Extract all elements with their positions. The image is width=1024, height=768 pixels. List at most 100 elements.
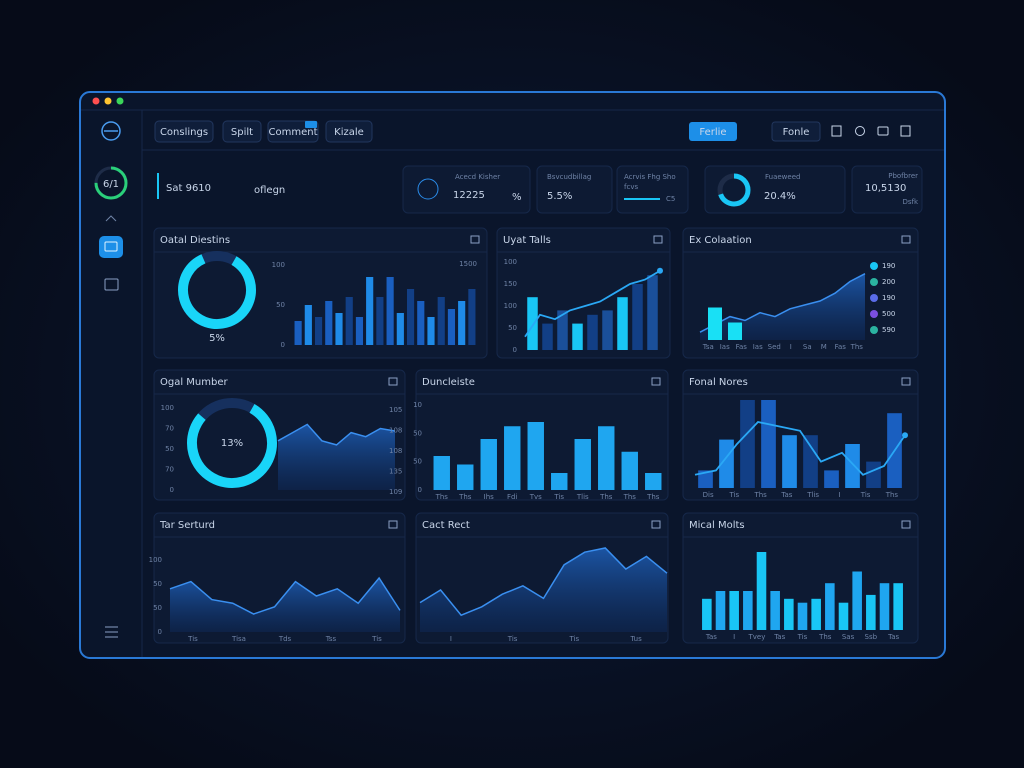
legend-label: 190 — [882, 294, 895, 302]
primary-button-label[interactable]: Ferlie — [699, 127, 726, 138]
panel-menu[interactable] — [651, 520, 661, 529]
line-end — [657, 267, 663, 274]
y-axis-label: 0 — [170, 486, 174, 494]
x-axis-label: Tis — [553, 493, 564, 501]
bar — [632, 284, 643, 350]
x-axis-label: Sed — [768, 343, 781, 351]
panel-menu[interactable] — [388, 377, 398, 386]
tab-label[interactable]: Comment — [269, 127, 318, 138]
max-dot[interactable] — [116, 97, 124, 105]
bar — [715, 591, 726, 630]
bar — [458, 301, 466, 345]
panel — [682, 369, 919, 501]
panel-menu[interactable] — [653, 235, 663, 244]
bar — [756, 552, 767, 630]
kpi-label: Fuaeweed — [765, 173, 800, 181]
x-axis-label: Sa — [803, 343, 812, 351]
icon[interactable] — [831, 125, 842, 137]
y-axis-label: 50 — [413, 429, 422, 437]
primary-button[interactable] — [689, 122, 737, 141]
bar — [784, 598, 794, 630]
legend-label: 200 — [882, 278, 895, 286]
panel-menu[interactable] — [901, 377, 911, 386]
tab[interactable] — [222, 120, 262, 143]
tab-label[interactable]: Conslings — [160, 127, 208, 138]
x-axis-label: Ias — [753, 343, 763, 351]
line — [524, 270, 661, 338]
bar — [557, 310, 568, 350]
bar — [761, 400, 776, 488]
x-axis-label: Tis — [371, 635, 382, 643]
bar — [437, 297, 445, 345]
area — [278, 424, 395, 490]
bar — [335, 313, 343, 345]
kpi-value: 12225 — [453, 190, 485, 201]
icon[interactable] — [855, 126, 865, 136]
x-axis-label: Tlis — [576, 493, 589, 501]
bar — [314, 317, 323, 345]
legend-label: 590 — [882, 326, 895, 334]
y-axis-label: 100 — [504, 258, 517, 266]
x-axis-label: Tds — [278, 635, 292, 643]
bar — [396, 313, 404, 345]
bar — [879, 583, 890, 630]
bar — [551, 473, 568, 490]
logo[interactable] — [101, 121, 121, 141]
bar — [542, 323, 553, 350]
kpi-value: C5 — [666, 195, 675, 203]
bar — [698, 470, 713, 488]
nav-active[interactable] — [99, 236, 123, 258]
bar — [447, 309, 456, 345]
kpi-label: Bsvcudbillag — [547, 173, 591, 181]
x-axis-label: Tsa — [702, 343, 714, 351]
bar — [325, 301, 333, 345]
y-axis-label: 0 — [158, 628, 162, 636]
close-dot[interactable] — [92, 97, 100, 105]
x-axis-label: Tisa — [231, 635, 246, 643]
bar — [845, 444, 860, 488]
nav-icon[interactable] — [104, 278, 119, 291]
x-axis-label: Ias — [720, 343, 730, 351]
x-axis-label: Ths — [599, 493, 613, 501]
kpi-label: Acrvis Fhg Sho — [624, 173, 676, 181]
bar — [811, 598, 821, 630]
panel-menu[interactable] — [901, 520, 911, 529]
tab-label[interactable]: Kizale — [334, 127, 364, 138]
panel-menu[interactable] — [651, 377, 661, 386]
collapse-icon[interactable] — [105, 215, 117, 222]
min-dot[interactable] — [104, 97, 112, 105]
bar — [621, 451, 638, 490]
bar — [527, 297, 538, 350]
bar — [708, 307, 722, 340]
bar — [468, 289, 476, 345]
bar — [825, 583, 835, 630]
panel-menu[interactable] — [470, 235, 480, 244]
y-axis-label: 50 — [153, 580, 162, 588]
nav-icon — [104, 241, 118, 252]
x-axis-label: Tis — [187, 635, 198, 643]
icon[interactable] — [900, 125, 911, 137]
panel-menu[interactable] — [901, 235, 911, 244]
icon[interactable] — [877, 126, 889, 136]
y-axis-label: 50 — [276, 301, 285, 309]
y-axis-label-right: 135 — [389, 468, 402, 476]
line-end — [902, 432, 908, 439]
y-axis-label: 70 — [165, 466, 174, 474]
line — [694, 421, 906, 476]
x-axis-label: Ths — [818, 633, 832, 641]
tab[interactable] — [325, 120, 373, 143]
kpi-card — [851, 165, 923, 214]
tab[interactable] — [154, 120, 214, 143]
button[interactable] — [771, 121, 821, 142]
button-label[interactable]: Fonle — [783, 127, 810, 138]
menu-icon[interactable] — [105, 626, 118, 638]
kpi-card — [616, 165, 689, 214]
kpi-sub: Dsfk — [902, 198, 919, 206]
panel-menu[interactable] — [388, 520, 398, 529]
tab-label[interactable]: Spilt — [231, 127, 253, 138]
bar — [645, 473, 662, 490]
panel-title: Tar Serturd — [159, 520, 215, 531]
bar — [782, 435, 797, 488]
